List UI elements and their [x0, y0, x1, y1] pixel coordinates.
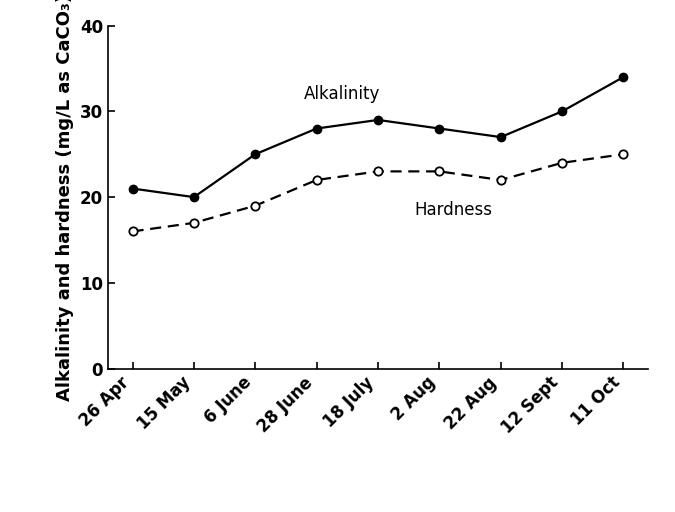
- Text: Hardness: Hardness: [415, 201, 493, 220]
- Text: Alkalinity: Alkalinity: [304, 85, 381, 103]
- Y-axis label: Alkalinity and hardness (mg/L as CaCO₃): Alkalinity and hardness (mg/L as CaCO₃): [57, 0, 74, 400]
